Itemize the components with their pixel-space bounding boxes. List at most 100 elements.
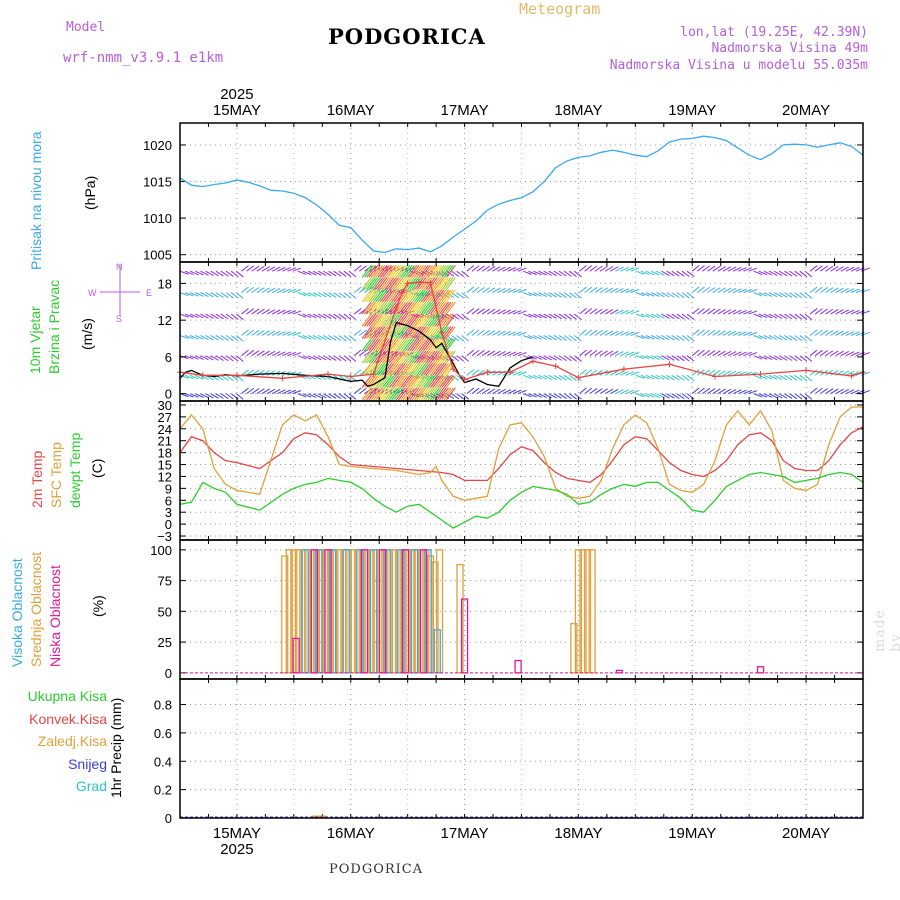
- wind-arrow: [773, 313, 783, 319]
- wind-storm-arrow: [363, 289, 374, 303]
- wind-storm-arrow: [404, 338, 415, 352]
- day-label-top: 15MAY: [213, 102, 261, 119]
- wind-arrow: [830, 330, 839, 336]
- wind-storm-arrow: [370, 301, 381, 315]
- wind-arrow: [205, 270, 214, 276]
- wind-storm-arrow: [398, 362, 408, 376]
- wind-storm-arrow: [441, 277, 452, 290]
- wind-arrow: [763, 313, 773, 319]
- wind-arrow: [651, 270, 660, 276]
- wind-arrow: [538, 335, 547, 340]
- wind-arrow: [461, 313, 470, 321]
- wind-arrow: [835, 350, 844, 357]
- wind-arrow: [492, 309, 501, 315]
- wind-arrow: [814, 387, 823, 395]
- wind-arrow: [794, 393, 803, 400]
- wind-arrow: [794, 313, 803, 320]
- wind-storm-arrow: [414, 289, 424, 303]
- wind-arrow: [712, 330, 721, 336]
- wind-arrow: [645, 355, 655, 360]
- cloud-bar: [570, 622, 578, 674]
- wind-storm-arrow: [379, 375, 390, 388]
- wind-arrow: [676, 292, 685, 299]
- ytick-label: 75: [158, 574, 172, 589]
- wind-arrow: [773, 335, 783, 341]
- wind-storm-arrow: [418, 277, 429, 290]
- wind-arrow: [215, 335, 224, 341]
- wind-storm-arrow: [429, 326, 440, 339]
- wind-arrow: [563, 374, 572, 381]
- wind-storm-arrow: [416, 375, 427, 388]
- wind-storm-arrow: [423, 362, 434, 376]
- wind-arrow: [645, 393, 655, 398]
- wind-storm-arrow: [361, 326, 372, 339]
- wind-arrow: [768, 335, 778, 341]
- series-line-gust: [179, 281, 864, 381]
- wind-arrow: [697, 329, 705, 336]
- wind-arrow: [190, 374, 199, 380]
- wind-arrow: [804, 393, 813, 400]
- wind-arrow: [610, 287, 619, 294]
- wind-arrow: [507, 371, 517, 376]
- wind-storm-arrow: [429, 264, 440, 278]
- day-label-top: 17MAY: [441, 102, 489, 119]
- wind-arrow: [507, 288, 517, 294]
- wind-arrow: [733, 389, 742, 395]
- wind-storm-arrow: [373, 362, 383, 376]
- wind-storm-arrow: [370, 338, 381, 352]
- day-label-bottom: 16MAY: [327, 825, 375, 842]
- wind-arrow: [241, 369, 249, 376]
- wind-arrow: [676, 313, 685, 320]
- wind-storm-arrow: [409, 289, 420, 303]
- wind-arrow: [635, 335, 645, 340]
- wind-storm-arrow: [418, 362, 429, 376]
- wind-arrow: [548, 313, 557, 319]
- wind-storm-arrow: [366, 387, 377, 401]
- wind-arrow: [190, 393, 199, 398]
- ytick-label: 0: [165, 517, 172, 532]
- wind-storm-arrow: [407, 338, 418, 352]
- wind-storm-arrow: [409, 387, 420, 401]
- wind-storm-arrow: [386, 277, 397, 290]
- wind-arrow: [292, 331, 302, 336]
- wind-arrow: [671, 393, 680, 399]
- wind-arrow: [271, 389, 281, 395]
- wind-arrow: [548, 335, 557, 341]
- wind-storm-arrow: [420, 301, 431, 315]
- wind-arrow: [497, 309, 506, 315]
- wind-arrow: [830, 370, 839, 376]
- wind-storm-arrow: [425, 289, 436, 303]
- wind-storm-arrow: [441, 301, 452, 315]
- wind-storm-arrow: [384, 362, 395, 376]
- ytick-label: 1015: [143, 175, 172, 190]
- wind-arrow: [589, 369, 598, 376]
- wind-storm-arrow: [368, 264, 379, 278]
- wind-arrow: [784, 335, 793, 341]
- wind-arrow: [784, 270, 793, 277]
- wind-storm-arrow: [391, 264, 402, 278]
- wind-arrow: [215, 313, 224, 320]
- wind-arrow: [558, 270, 567, 277]
- wind-arrow: [681, 355, 690, 362]
- wind-arrow: [543, 374, 552, 380]
- wind-arrow: [517, 288, 527, 294]
- wind-arrow: [840, 266, 849, 272]
- panel-wind: 0 6 12 18: [158, 261, 866, 402]
- wind-arrow: [282, 288, 291, 294]
- wind-storm-arrow: [427, 338, 438, 352]
- wind-storm-arrow: [429, 362, 440, 376]
- wind-arrow: [323, 355, 332, 361]
- wind-arrow: [794, 374, 803, 381]
- wind-arrow: [184, 292, 194, 297]
- wind-arrow: [666, 313, 675, 320]
- wind-arrow: [671, 292, 680, 298]
- wind-storm-arrow: [373, 289, 383, 303]
- wind-arrow: [635, 313, 645, 318]
- wind-arrow: [266, 350, 276, 357]
- wind-arrow: [799, 374, 808, 382]
- day-label-bottom: 17MAY: [441, 825, 489, 842]
- wind-arrow: [563, 270, 572, 277]
- wind-storm-arrow: [432, 375, 443, 388]
- wind-storm-arrow: [361, 277, 372, 290]
